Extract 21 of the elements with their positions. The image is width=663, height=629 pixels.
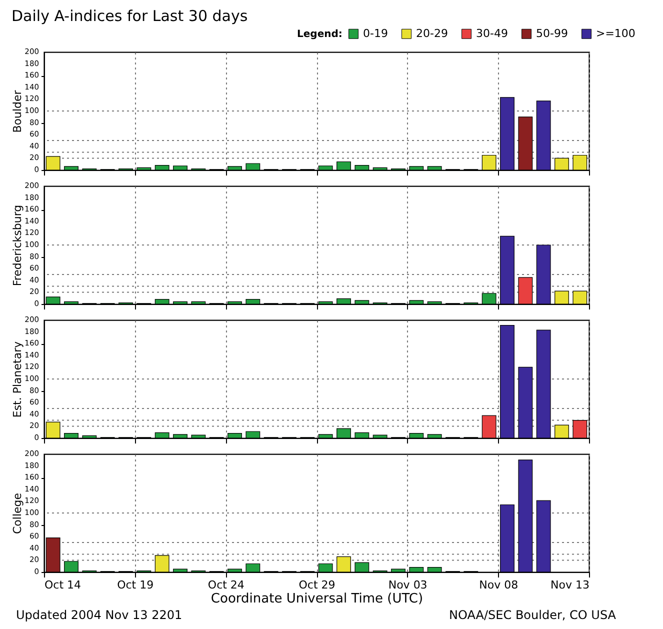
- y-axis-title: Boulder: [11, 90, 24, 133]
- legend-label: 0-19: [363, 26, 388, 40]
- x-tick-label: Oct 14: [44, 578, 82, 592]
- text: NOAA/SEC Boulder, CO USA: [449, 608, 616, 622]
- x-axis-title: Coordinate Universal Time (UTC): [210, 592, 424, 606]
- x-tick-label: Nov 08: [479, 578, 518, 592]
- legend-title: Legend:: [297, 29, 342, 40]
- x-tick-label: Oct 29: [298, 578, 336, 592]
- y-axis-title: College: [11, 492, 24, 534]
- legend-label: 30-49: [476, 26, 508, 40]
- legend-label: >=100: [596, 26, 636, 40]
- y-axis-title: Fredericksburg: [11, 204, 24, 286]
- y-axis-title: Est. Planetary: [11, 340, 24, 418]
- x-tick-label: Oct 19: [117, 578, 154, 592]
- legend-label: 20-29: [416, 26, 448, 40]
- x-tick-label: Nov 13: [550, 578, 590, 592]
- x-tick-label: Oct 24: [208, 578, 244, 592]
- text: Updated 2004 Nov 13 2201: [16, 608, 182, 622]
- legend-label: 50-99: [536, 26, 568, 40]
- chart-title: Daily A-indices for Last 30 days: [12, 7, 248, 25]
- x-tick-label: Nov 03: [388, 578, 428, 592]
